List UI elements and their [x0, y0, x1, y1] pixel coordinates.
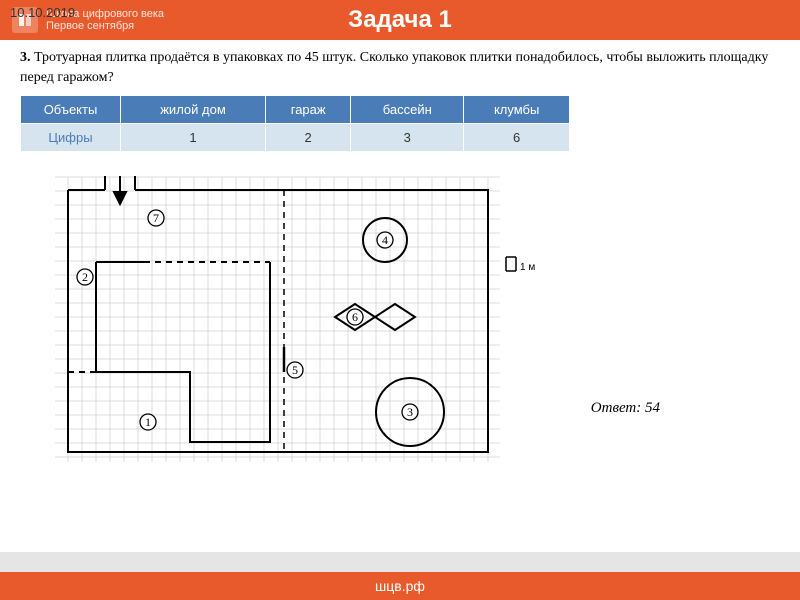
question-text: 3. Тротуарная плитка продаётся в упаковк… — [20, 48, 780, 87]
logo-line2: Первое сентября — [46, 20, 164, 32]
svg-text:2: 2 — [82, 270, 88, 284]
table-cell: 1 — [121, 124, 266, 152]
svg-text:1: 1 — [145, 415, 151, 429]
row-label: Цифры — [21, 124, 121, 152]
svg-text:6: 6 — [352, 310, 358, 324]
plan-svg: 7 2 1 5 4 6 3 1 м — [40, 162, 540, 472]
footer-text: шцв.рф — [375, 578, 425, 594]
content: 3. Тротуарная плитка продаётся в упаковк… — [0, 40, 800, 480]
table-cell: гараж — [266, 96, 351, 124]
page-title: Задача 1 — [348, 6, 452, 34]
table-cell: клумбы — [464, 96, 570, 124]
question-body: Тротуарная плитка продаётся в упаковках … — [20, 50, 768, 85]
data-table: Объекты жилой дом гараж бассейн клумбы Ц… — [20, 95, 570, 152]
svg-text:3: 3 — [407, 405, 413, 419]
diagram: 7215463 1 м Ответ: 54 — [20, 162, 550, 472]
table-row: Цифры 1 2 3 6 — [21, 124, 570, 152]
question-num: 3. — [20, 50, 31, 65]
scale-label: 1 м — [520, 262, 535, 273]
footer-bar: шцв.рф — [0, 572, 800, 600]
table-row: Объекты жилой дом гараж бассейн клумбы — [21, 96, 570, 124]
header-bar: 10.10.2019 Школа цифрового века Первое с… — [0, 0, 800, 40]
table-cell: 6 — [464, 124, 570, 152]
svg-text:5: 5 — [292, 363, 298, 377]
svg-text:4: 4 — [382, 233, 388, 247]
row-label: Объекты — [21, 96, 121, 124]
table-cell: жилой дом — [121, 96, 266, 124]
table-cell: 3 — [351, 124, 464, 152]
gray-divider — [0, 552, 800, 572]
table-cell: 2 — [266, 124, 351, 152]
answer-text: Ответ: 54 — [591, 400, 660, 417]
svg-text:7: 7 — [153, 211, 159, 225]
table-cell: бассейн — [351, 96, 464, 124]
date-text: 10.10.2019 — [10, 5, 75, 20]
